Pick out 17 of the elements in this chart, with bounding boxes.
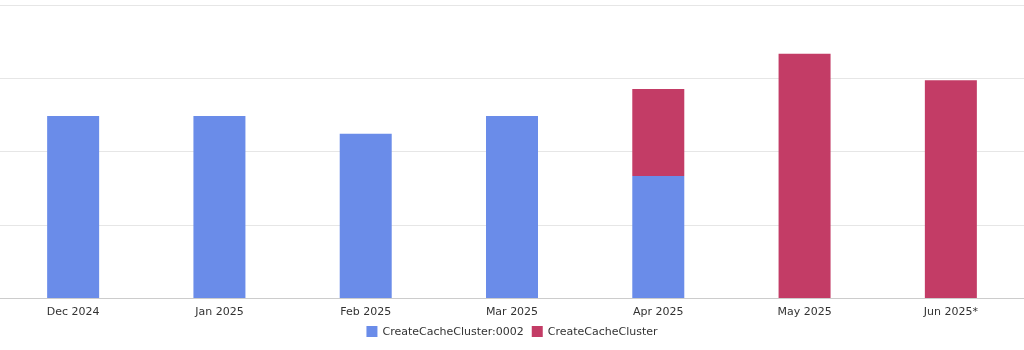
x-tick-label: Feb 2025 xyxy=(340,305,392,318)
x-tick-label: May 2025 xyxy=(777,305,832,318)
bar xyxy=(632,175,685,298)
bar xyxy=(486,116,538,298)
bar xyxy=(924,80,977,298)
bar xyxy=(778,53,831,298)
legend-label: CreateCacheCluster xyxy=(547,325,659,338)
x-tick-label: Jan 2025 xyxy=(194,305,244,318)
bar xyxy=(632,88,685,176)
x-tick-label: Dec 2024 xyxy=(46,305,100,318)
x-tick-label: Apr 2025 xyxy=(633,305,684,318)
legend-label: CreateCacheCluster:0002 xyxy=(382,325,524,338)
bar xyxy=(339,133,392,298)
bar xyxy=(193,116,246,298)
x-tick-label: Jun 2025* xyxy=(922,305,979,318)
x-tick-label: Mar 2025 xyxy=(485,305,539,318)
bar xyxy=(47,116,100,298)
